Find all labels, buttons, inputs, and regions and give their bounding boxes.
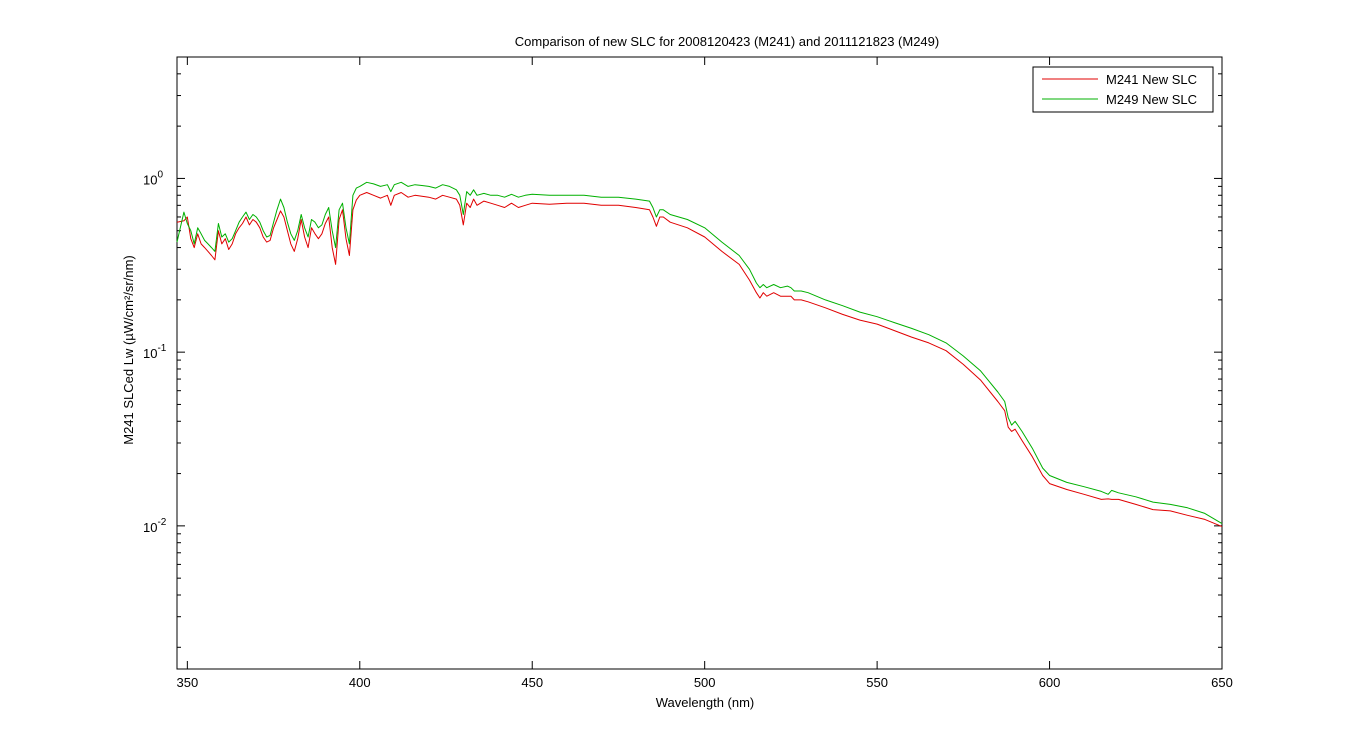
x-axis-label: Wavelength (nm) bbox=[656, 695, 755, 710]
y-tick-label: 10-1 bbox=[143, 343, 167, 361]
y-axis-label: M241 SLCed Lw (µW/cm²/sr/nm) bbox=[121, 255, 136, 445]
x-tick-label: 650 bbox=[1211, 675, 1233, 690]
x-tick-label: 400 bbox=[349, 675, 371, 690]
plot-area bbox=[176, 56, 1223, 670]
series-line-m249 bbox=[176, 181, 1223, 525]
x-tick-label: 600 bbox=[1039, 675, 1061, 690]
series-line-m241 bbox=[176, 192, 1223, 528]
legend-label-m249: M249 New SLC bbox=[1106, 92, 1197, 107]
y-tick-label: 10-2 bbox=[143, 517, 167, 535]
legend: M241 New SLC M249 New SLC bbox=[1032, 66, 1214, 113]
x-tick-label: 450 bbox=[521, 675, 543, 690]
y-tick-label: 100 bbox=[143, 169, 163, 187]
legend-label-m241: M241 New SLC bbox=[1106, 72, 1197, 87]
y-tick-labels: 10-2 10-1 100 bbox=[143, 169, 167, 534]
series-lines bbox=[176, 181, 1223, 528]
x-tick-label: 500 bbox=[694, 675, 716, 690]
x-tick-labels: 350 400 450 500 550 600 650 bbox=[176, 675, 1232, 690]
x-tick-label: 550 bbox=[866, 675, 888, 690]
axis-ticks bbox=[177, 56, 1223, 669]
x-tick-label: 350 bbox=[176, 675, 198, 690]
chart-title: Comparison of new SLC for 2008120423 (M2… bbox=[515, 34, 939, 49]
legend-box bbox=[1032, 66, 1214, 113]
